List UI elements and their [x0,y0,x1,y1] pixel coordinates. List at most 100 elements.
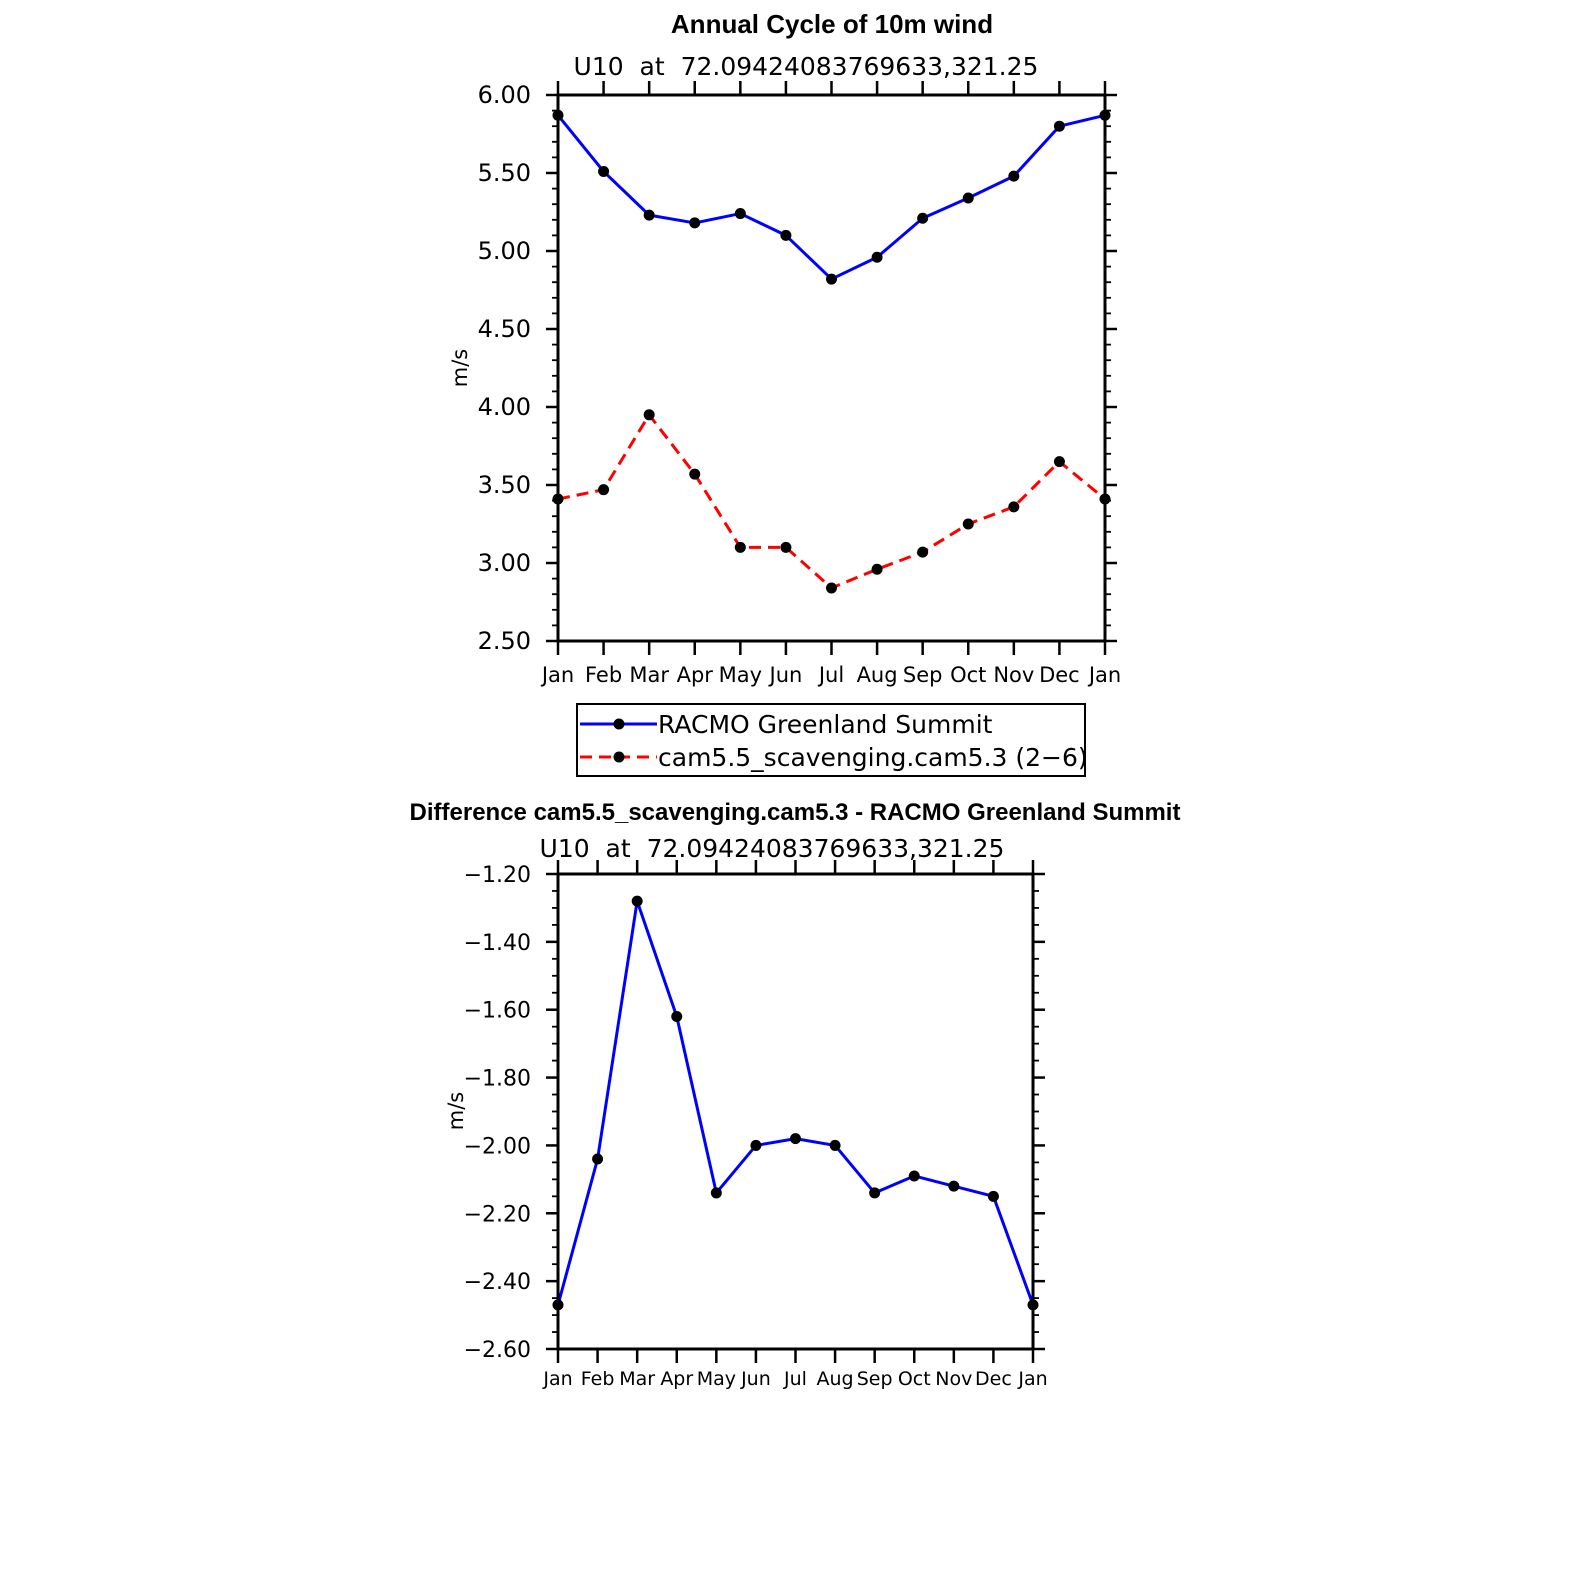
chart2-ylabel: m/s [444,1092,468,1130]
data-point [790,1133,801,1145]
chart2-plot-frame [556,872,1035,1351]
y-tick-label: −2.20 [464,1202,531,1227]
data-point [871,563,883,575]
y-tick-label: −2.60 [464,1338,531,1363]
series-line-0 [556,899,1035,1306]
x-tick-label: Mar [629,663,669,687]
chart2-title: Difference cam5.5_scavenging.cam5.3 - RA… [410,799,1181,826]
chart2-series [552,895,1039,1311]
chart1-title: Annual Cycle of 10m wind [671,9,993,39]
y-tick-label: 6.00 [478,81,531,109]
difference-chart: Difference cam5.5_scavenging.cam5.3 - RA… [410,799,1181,1390]
data-point [643,209,655,221]
y-tick-label: 3.00 [478,549,531,577]
chart2-x-ticks: Jan Feb Mar Apr May Jun Jul Aug Sep Oct Nov Dec Jan [542,860,1048,1390]
chart1-subtitle: U10 at 72.09424083769633,321.25 [574,52,1039,81]
data-point [734,208,746,220]
y-tick-label: 4.00 [478,393,531,421]
data-point [631,895,643,907]
chart1-y-ticks: 6.00 5.50 5.00 4.50 4.00 3.50 3.00 2.50 [478,81,1117,655]
data-point [780,229,792,241]
data-point [598,165,610,177]
data-point [1053,120,1065,132]
data-point [689,217,701,229]
x-tick-label: Aug [857,663,898,687]
data-point [908,1170,920,1182]
x-tick-label: May [719,663,762,687]
data-point [826,582,837,594]
series-line-0 [556,113,1106,281]
y-tick-label: −2.00 [464,1134,531,1159]
data-point [750,1139,762,1151]
y-tick-label: −1.40 [464,931,531,956]
x-tick-label: Dec [975,1368,1012,1390]
chart1-series [552,109,1111,594]
x-tick-label: Jun [740,1368,771,1390]
chart2-y-ticks: −1.20 −1.40 −1.60 −1.80 −2.00 −2.20 −2.40 −2.60 [464,863,1045,1363]
data-point [869,1187,881,1199]
x-tick-label: Nov [935,1368,972,1390]
data-point [592,1153,604,1165]
data-point [734,541,746,553]
chart1-plot-frame [556,93,1107,643]
data-point [710,1187,722,1199]
data-point [948,1180,960,1192]
y-tick-label: 2.50 [478,627,531,655]
data-point [1053,456,1065,468]
legend-marker-cam [613,751,625,763]
annual-cycle-chart: Annual Cycle of 10m wind U10 at 72.09424… [448,9,1121,777]
data-point [826,273,837,285]
data-point [598,484,610,496]
y-tick-label: 5.50 [478,159,531,187]
y-tick-label: −1.20 [464,863,531,888]
legend-label-cam: cam5.5_scavenging.cam5.3 (2−6) [658,743,1088,772]
x-tick-label: Apr [660,1368,693,1390]
chart2-subtitle: U10 at 72.09424083769633,321.25 [540,834,1005,863]
y-tick-label: −1.60 [464,999,531,1024]
x-tick-label: Jan [1017,1368,1047,1390]
y-tick-label: 3.50 [478,471,531,499]
y-tick-label: −2.40 [464,1270,531,1295]
data-point [871,251,883,263]
x-tick-label: Oct [950,663,986,687]
y-tick-label: 4.50 [478,315,531,343]
chart1-ylabel: m/s [448,349,472,387]
x-tick-label: Jul [783,1368,807,1390]
legend-label-racmo: RACMO Greenland Summit [658,710,993,739]
series-line-1 [557,413,1106,590]
data-point [917,212,929,224]
x-tick-label: Jan [542,1368,572,1390]
data-point [671,1011,683,1022]
legend-marker-racmo [613,718,625,730]
x-tick-label: Aug [817,1368,854,1390]
x-tick-label: Nov [993,663,1034,687]
x-tick-label: Apr [677,663,714,687]
data-point [643,409,655,421]
data-point [689,468,701,480]
x-tick-label: Feb [585,663,622,687]
x-tick-label: Jul [817,663,844,687]
x-tick-label: May [697,1368,736,1390]
x-tick-label: Sep [903,663,943,687]
legend-box [576,703,1086,777]
data-point [1008,170,1020,182]
data-point [962,192,974,204]
chart1-legend: RACMO Greenland Summit cam5.5_scavenging… [576,703,1088,777]
chart1-x-ticks: Jan Feb Mar Apr May Jun Jul Aug Sep Oct Nov Dec Jan [540,81,1121,687]
y-tick-label: 5.00 [478,237,531,265]
data-point [780,541,792,553]
x-tick-label: Jan [540,663,574,687]
x-tick-label: Jan [1087,663,1121,687]
data-point [962,518,974,530]
data-point [917,546,929,558]
x-tick-label: Feb [581,1368,615,1390]
x-tick-label: Jun [768,663,803,687]
data-point [987,1190,999,1202]
x-tick-label: Dec [1039,663,1080,687]
data-point [829,1139,841,1151]
data-point [1008,501,1020,513]
y-tick-label: −1.80 [464,1067,531,1092]
x-tick-label: Sep [857,1368,893,1390]
x-tick-label: Mar [619,1368,655,1390]
